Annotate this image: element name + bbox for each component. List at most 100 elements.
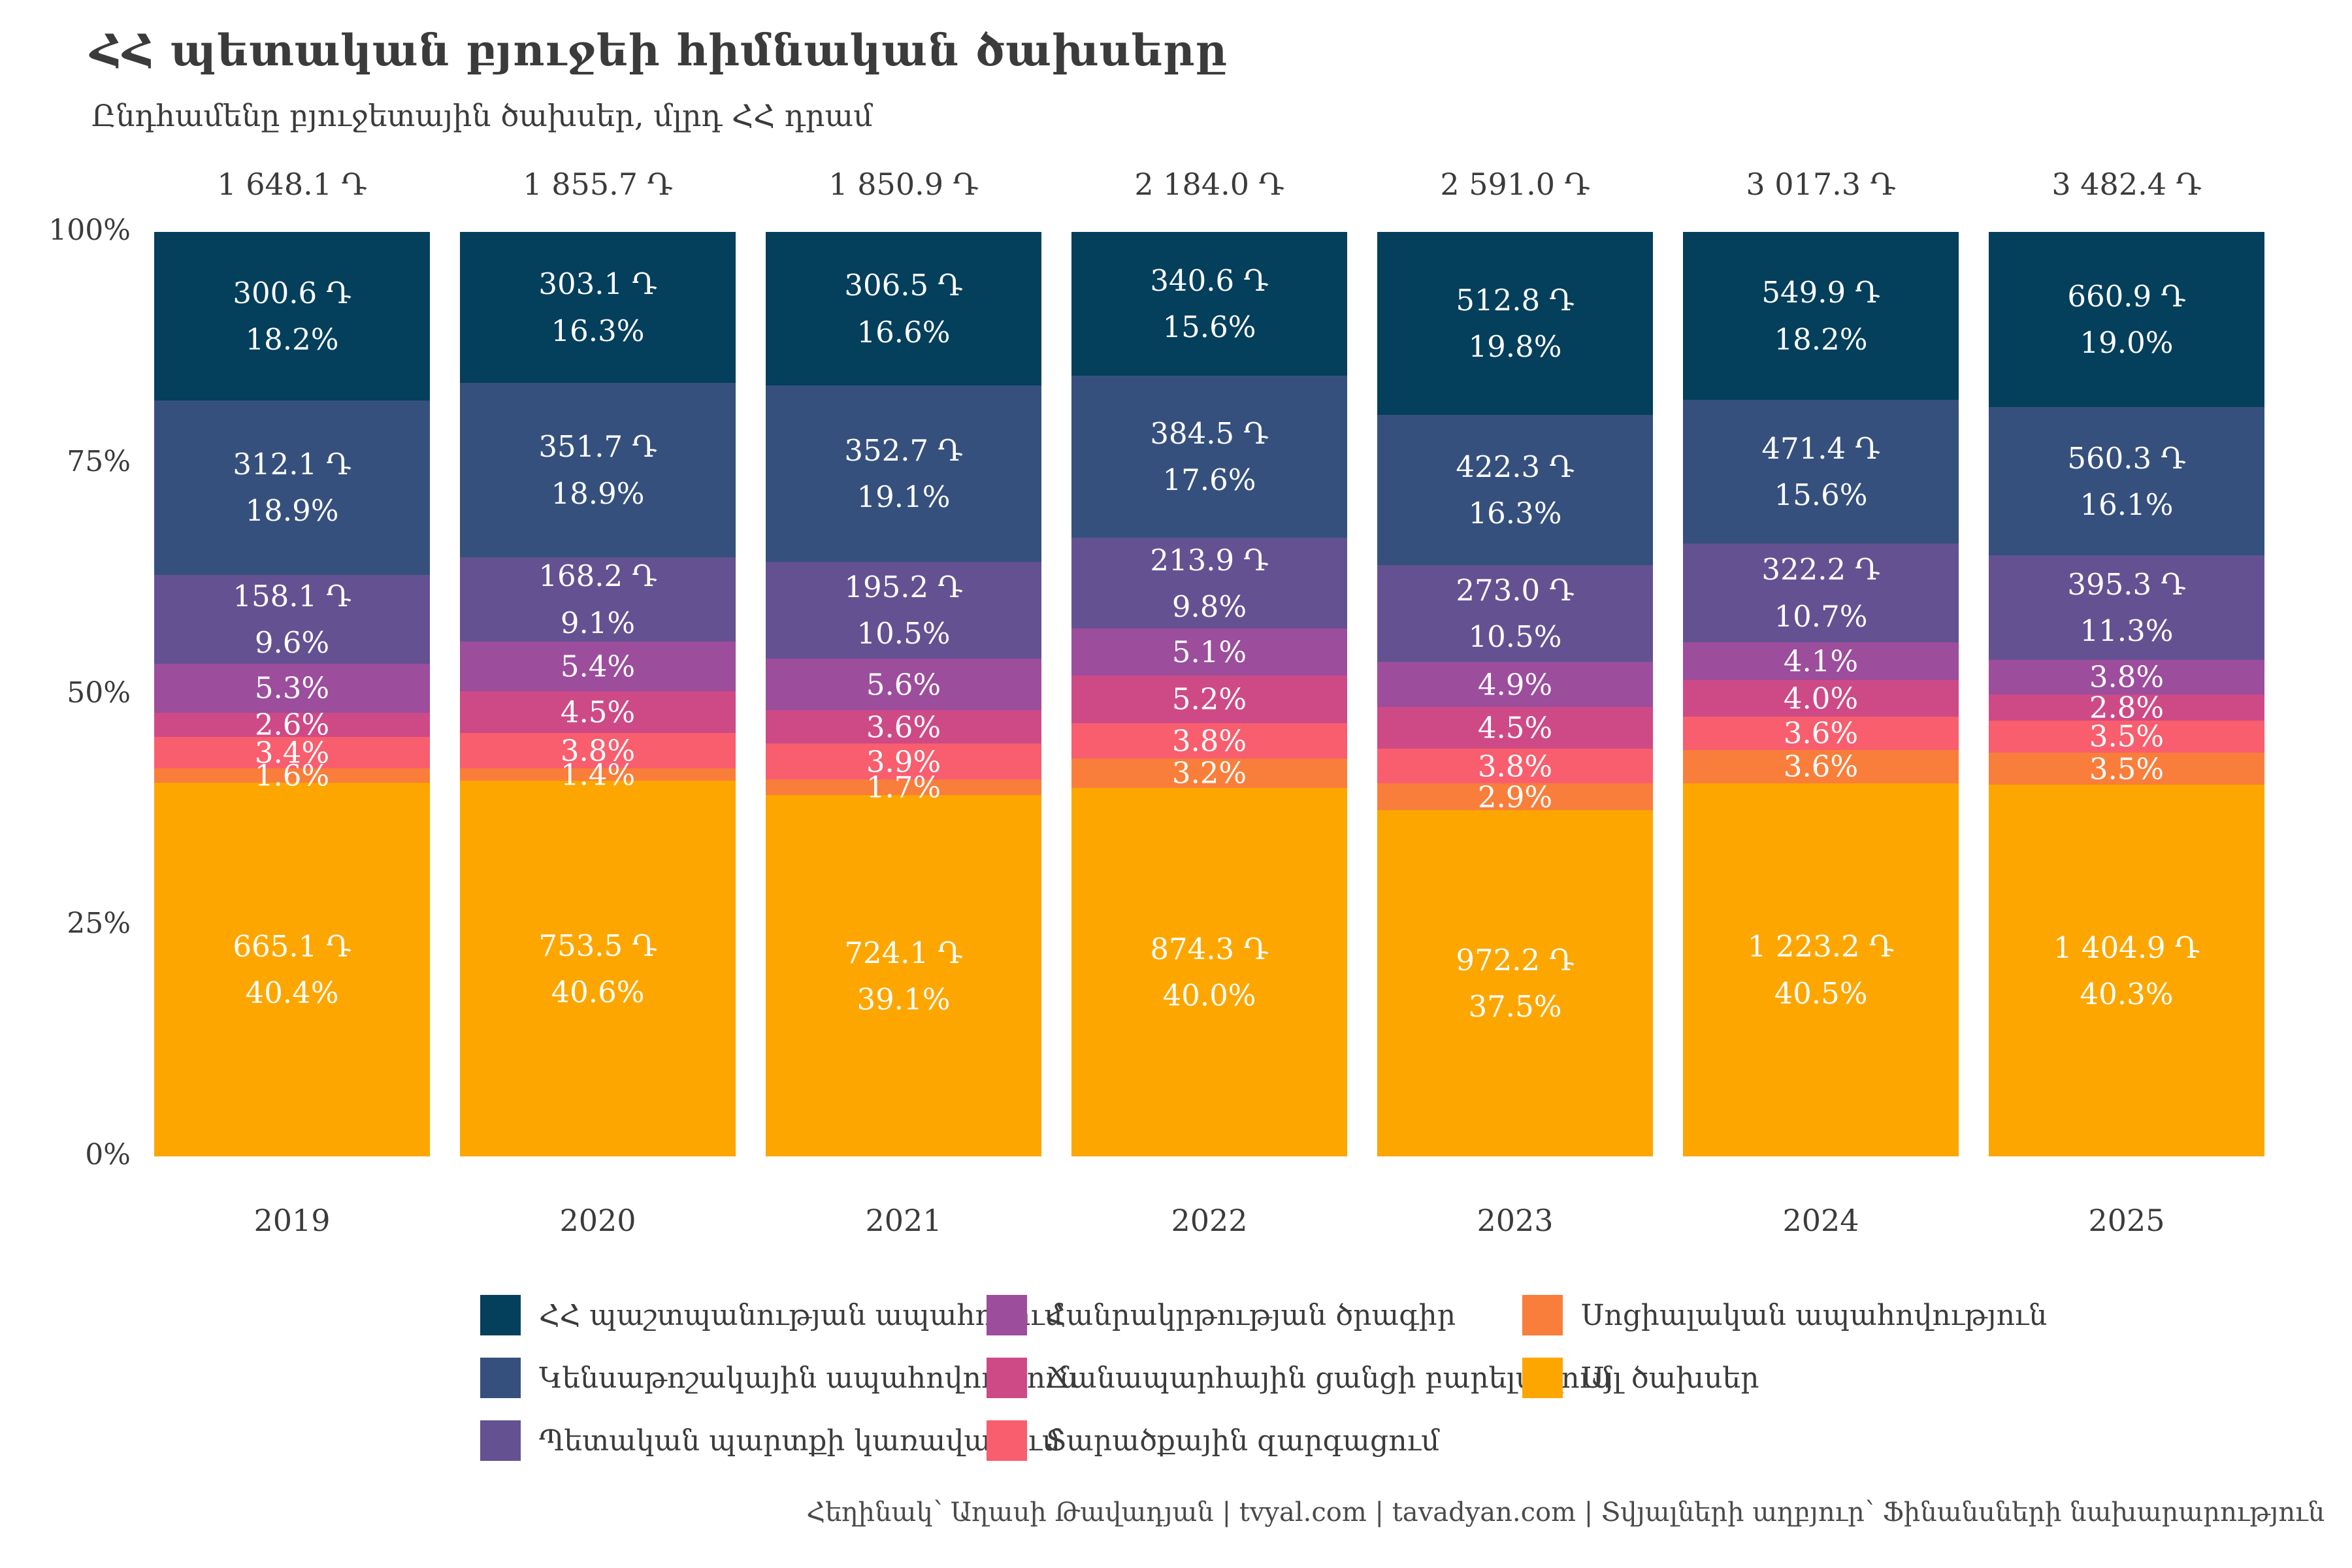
segment-percent: 19.1% [857, 479, 951, 514]
segment-label: 384.5 Դ 17.6% [1071, 418, 1347, 496]
segment-percent: 10.7% [1774, 598, 1868, 634]
legend-swatch [480, 1295, 521, 1335]
bar-segment: 4.1% [1683, 642, 1959, 680]
segment-label: 306.5 Դ 16.6% [766, 270, 1041, 348]
bar-segment: 471.4 Դ 15.6% [1683, 399, 1959, 544]
segment-percent: 3.6% [866, 710, 941, 745]
bar-segment: 168.2 Դ 9.1% [460, 557, 736, 642]
segment-label: 322.2 Դ 10.7% [1683, 554, 1959, 632]
segment-percent: 3.8% [1171, 723, 1247, 759]
y-axis: 100% 75% 50% 25% 0% [26, 214, 131, 1171]
bar-segment: 213.9 Դ 9.8% [1071, 538, 1347, 629]
segment-percent: 40.0% [1162, 977, 1256, 1013]
x-axis-year-label: 2025 [2088, 1203, 2165, 1238]
bar-segment: 303.1 Դ 16.3% [460, 232, 736, 383]
segment-label: 549.9 Դ 18.2% [1683, 277, 1959, 355]
segment-label: 3.6% [766, 710, 1041, 745]
segment-percent: 39.1% [857, 981, 951, 1017]
bar-total-label: 2 591.0 Դ [1440, 167, 1590, 202]
segment-label: 1.6% [154, 760, 430, 791]
bar-segment: 5.1% [1071, 628, 1347, 676]
bar-segment: 1.7% [766, 772, 1041, 803]
bar-segment: 512.8 Դ 19.8% [1377, 232, 1653, 415]
segment-amount: 312.1 Դ [233, 446, 351, 482]
segment-percent: 5.1% [1171, 634, 1247, 669]
legend-item: ՀՀ պաշտպանության ապահովում [480, 1295, 1077, 1335]
y-axis-tick-label: 75% [67, 444, 131, 478]
segment-label: 4.5% [1377, 712, 1653, 743]
segment-label: 471.4 Դ 15.6% [1683, 433, 1959, 510]
segment-percent: 3.8% [560, 733, 636, 768]
x-axis-year-label: 2020 [559, 1203, 636, 1238]
segment-label: 3.2% [1071, 755, 1347, 791]
bar-segment: 4.9% [1377, 662, 1653, 708]
legend-swatch [480, 1420, 521, 1461]
segment-amount: 273.0 Դ [1456, 572, 1575, 608]
segment-label: 660.9 Դ 19.0% [1989, 281, 2264, 359]
segment-label: 560.3 Դ 16.1% [1989, 442, 2264, 520]
segment-amount: 300.6 Դ [233, 275, 351, 310]
segment-percent: 3.8% [1477, 749, 1553, 783]
segment-label: 512.8 Դ 19.8% [1377, 284, 1653, 362]
segment-percent: 18.9% [551, 476, 645, 511]
segment-label: 5.3% [154, 672, 430, 704]
segment-label: 4.1% [1683, 644, 1959, 679]
bar-segment: 3.6% [1683, 717, 1959, 750]
segment-label: 168.2 Դ 9.1% [460, 561, 736, 638]
bar-segment: 1.4% [460, 759, 736, 790]
segment-percent: 1.6% [254, 758, 330, 793]
segment-label: 300.6 Դ 18.2% [154, 275, 430, 355]
segment-label: 3.5% [1989, 721, 2264, 753]
segment-label: 3.4% [154, 737, 430, 768]
legend-item: Սոցիալական ապահովություն [1522, 1295, 2047, 1335]
bar-segment: 3.8% [1377, 748, 1653, 784]
segment-percent: 40.6% [551, 974, 645, 1009]
bar-segment: 4.5% [460, 691, 736, 733]
bar-segment: 5.2% [1071, 675, 1347, 723]
segment-label: 5.1% [1071, 634, 1347, 669]
segment-percent: 2.9% [1477, 779, 1553, 815]
legend-item: Տարածքային զարգացում [987, 1420, 1612, 1461]
bar-segment: 3.2% [1071, 755, 1347, 791]
segment-percent: 3.2% [1171, 755, 1247, 791]
segment-label: 3.8% [1989, 662, 2264, 693]
bar-segment: 3.8% [1989, 659, 2264, 695]
segment-percent: 11.3% [2080, 613, 2174, 648]
bar-segment: 306.5 Դ 16.6% [766, 232, 1041, 385]
bar-segment: 384.5 Դ 17.6% [1071, 376, 1347, 538]
segment-amount: 665.1 Դ [233, 928, 351, 964]
segment-percent: 3.6% [1783, 715, 1859, 751]
legend-label: Սոցիալական ապահովություն [1581, 1298, 2048, 1332]
segment-amount: 874.3 Դ [1150, 931, 1269, 966]
bar-segment: 3.9% [766, 743, 1041, 780]
segment-label: 352.7 Դ 19.1% [766, 434, 1041, 512]
bar-segment: 395.3 Դ 11.3% [1989, 555, 2264, 660]
segment-amount: 352.7 Դ [844, 433, 963, 468]
segment-percent: 2.8% [2089, 690, 2164, 725]
segment-label: 874.3 Դ 40.0% [1071, 931, 1347, 1013]
footer-credits: Հեղինակ՝ Աղասի Թավադյան | tvyal.com | ta… [806, 1497, 2325, 1527]
segment-label: 4.9% [1377, 669, 1653, 700]
segment-percent: 18.2% [1774, 321, 1868, 357]
bar-segment: 3.5% [1989, 720, 2264, 753]
segment-label: 5.6% [766, 669, 1041, 700]
chart-subtitle: Ընդհամենը բյուջետային ծախսեր, մլրդ ՀՀ դր… [91, 98, 873, 133]
bar-segment: 1 404.9 Դ 40.3% [1989, 785, 2264, 1157]
bar-segment: 1.6% [154, 760, 430, 791]
x-axis-year-label: 2023 [1477, 1203, 1554, 1238]
segment-label: 972.2 Դ 37.5% [1377, 945, 1653, 1022]
segment-percent: 3.9% [866, 744, 941, 779]
segment-percent: 9.1% [560, 605, 636, 640]
segment-percent: 16.6% [857, 314, 951, 350]
segment-percent: 4.1% [1783, 644, 1859, 679]
chart-title: ՀՀ պետական բյուջեի հիմնական ծախսերը [90, 25, 1228, 76]
bar-total-label: 1 855.7 Դ [523, 167, 673, 202]
bar-segment: 3.6% [1683, 749, 1959, 783]
bar-segment: 3.4% [154, 736, 430, 768]
segment-label: 2.6% [154, 709, 430, 740]
segment-percent: 16.3% [551, 313, 645, 348]
segment-percent: 40.5% [1774, 975, 1868, 1011]
legend-swatch [480, 1358, 521, 1398]
segment-label: 5.2% [1071, 683, 1347, 715]
segment-percent: 3.5% [2089, 751, 2164, 787]
